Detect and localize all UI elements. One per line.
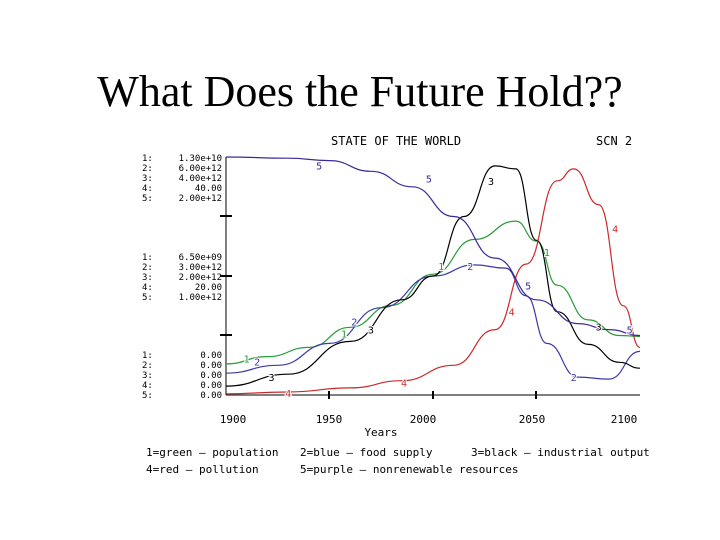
- scale-row-label: 1:: [142, 154, 153, 164]
- x-tick-label: 2050: [519, 413, 546, 426]
- x-tick-label: 2000: [410, 413, 437, 426]
- scale-row-value: 0.00: [200, 381, 222, 391]
- series-point-label-2: 2: [467, 262, 473, 273]
- series-point-label-2: 2: [571, 373, 577, 384]
- slide-title: What Does the Future Hold??: [97, 67, 623, 116]
- y-axis: [220, 157, 232, 395]
- chart-title: STATE OF THE WORLD: [331, 134, 461, 148]
- scale-block-bottom: 1: 2: 3: 4: 5: 0.00 0.00 0.00 0.00 0.00: [142, 351, 222, 401]
- scale-row-value: 0.00: [200, 361, 222, 371]
- legend-entry-population: 1=green – population: [146, 446, 278, 459]
- scale-row-label: 5:: [142, 391, 153, 401]
- series-line-5: [225, 156, 641, 337]
- series-point-label-4: 4: [401, 379, 407, 390]
- x-tick-label: 2100: [611, 413, 638, 426]
- series-layer: [225, 156, 641, 395]
- scale-row-value: 1.30e+10: [179, 154, 222, 164]
- scale-row-value: 0.00: [200, 391, 222, 401]
- scale-row-value: 1.00e+12: [179, 293, 222, 303]
- scale-row-label: 1:: [142, 351, 153, 361]
- series-point-label-5: 5: [525, 282, 531, 293]
- scale-row-value: 20.00: [195, 283, 222, 293]
- scale-row-label: 2:: [142, 361, 153, 371]
- legend: 1=green – population 2=blue – food suppl…: [146, 446, 650, 476]
- series-point-label-3: 3: [488, 177, 494, 188]
- series-point-label-3: 3: [596, 323, 602, 334]
- scale-row-label: 3:: [142, 174, 153, 184]
- scale-row-label: 4:: [142, 184, 153, 194]
- legend-entry-food-supply: 2=blue – food supply: [300, 446, 433, 459]
- scale-row-value: 2.00e+12: [179, 194, 222, 204]
- x-axis: [226, 391, 640, 399]
- x-axis-label: Years: [364, 426, 397, 439]
- series-point-label-5: 5: [627, 326, 633, 337]
- scale-row-label: 5:: [142, 194, 153, 204]
- series-point-label-4: 4: [509, 308, 515, 319]
- series-point-label-3: 3: [368, 326, 374, 337]
- series-point-label-1: 1: [244, 354, 250, 365]
- x-tick-label: 1950: [316, 413, 343, 426]
- scale-row-label: 2:: [142, 164, 153, 174]
- series-point-label-1: 1: [438, 262, 444, 273]
- series-line-2: [225, 264, 641, 380]
- scale-row-label: 2:: [142, 263, 153, 273]
- scale-row-value: 4.00e+12: [179, 174, 222, 184]
- series-point-label-1: 1: [341, 330, 347, 341]
- scale-block-top: 1: 2: 3: 4: 5: 1.30e+10 6.00e+12 4.00e+1…: [142, 154, 222, 204]
- scale-row-label: 3:: [142, 273, 153, 283]
- scale-row-value: 6.00e+12: [179, 164, 222, 174]
- series-point-label-2: 2: [254, 357, 260, 368]
- scale-row-value: 2.00e+12: [179, 273, 222, 283]
- legend-entry-industrial-output: 3=black – industrial output: [471, 446, 650, 459]
- series-point-label-3: 3: [268, 373, 274, 384]
- scale-row-label: 1:: [142, 253, 153, 263]
- scenario-label: SCN 2: [596, 134, 632, 148]
- legend-entry-nonrenewable-resources: 5=purple – nonrenewable resources: [300, 463, 519, 476]
- series-point-label-4: 4: [612, 224, 618, 235]
- scale-row-label: 4:: [142, 283, 153, 293]
- series-point-label-5: 5: [426, 174, 432, 185]
- scale-row-value: 40.00: [195, 184, 222, 194]
- scale-row-value: 0.00: [200, 371, 222, 381]
- series-point-label-2: 2: [351, 318, 357, 329]
- series-line-1: [225, 220, 641, 365]
- series-point-label-5: 5: [316, 161, 322, 172]
- scale-block-middle: 1: 2: 3: 4: 5: 6.50e+09 3.00e+12 2.00e+1…: [142, 253, 222, 303]
- scale-row-label: 4:: [142, 381, 153, 391]
- scale-row-label: 3:: [142, 371, 153, 381]
- scale-row-label: 5:: [142, 293, 153, 303]
- scale-row-value: 0.00: [200, 351, 222, 361]
- scale-row-value: 6.50e+09: [179, 253, 222, 263]
- series-point-label-4: 4: [285, 389, 291, 400]
- scale-row-value: 3.00e+12: [179, 263, 222, 273]
- x-tick-labels: 1900 1950 2000 2050 2100: [220, 413, 638, 426]
- series-point-label-1: 1: [544, 248, 550, 259]
- x-tick-label: 1900: [220, 413, 247, 426]
- legend-entry-pollution: 4=red – pollution: [146, 463, 259, 476]
- series-line-3: [225, 165, 641, 387]
